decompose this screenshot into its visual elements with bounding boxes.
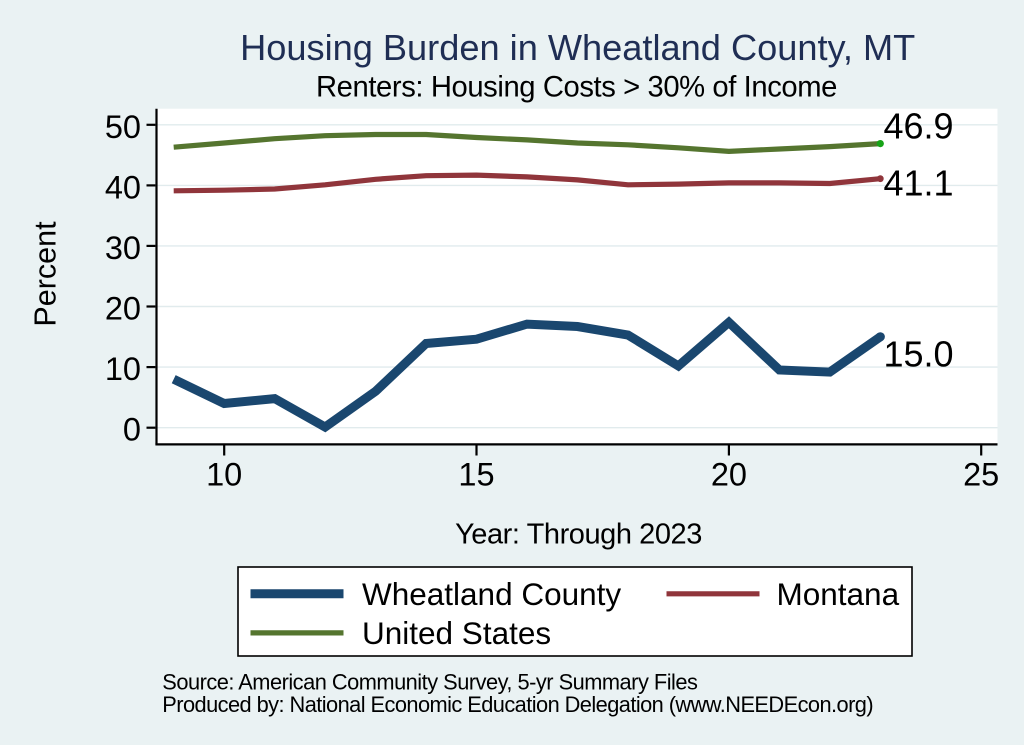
svg-text:Montana: Montana [777,576,900,612]
svg-text:Year: Through 2023: Year: Through 2023 [455,519,702,551]
svg-text:20: 20 [711,457,747,493]
svg-text:30: 30 [105,230,141,266]
svg-text:20: 20 [105,291,141,327]
svg-text:Produced by: National Economic: Produced by: National Economic Education… [162,692,873,717]
svg-text:46.9: 46.9 [884,105,954,146]
svg-text:0: 0 [123,412,141,448]
svg-text:Source: American Community Sur: Source: American Community Survey, 5-yr … [162,670,698,695]
svg-text:10: 10 [105,351,141,387]
svg-text:Renters: Housing Costs > 30% o: Renters: Housing Costs > 30% of Income [316,72,837,104]
svg-text:Housing Burden in Wheatland Co: Housing Burden in Wheatland County, MT [240,27,915,68]
svg-text:Percent: Percent [29,221,63,327]
svg-text:Wheatland County: Wheatland County [362,576,621,612]
svg-text:40: 40 [105,169,141,205]
svg-text:50: 50 [105,109,141,145]
svg-text:United States: United States [362,615,551,651]
svg-text:15: 15 [458,457,494,493]
svg-text:25: 25 [963,457,999,493]
svg-text:15.0: 15.0 [884,334,954,375]
svg-text:41.1: 41.1 [884,162,954,203]
svg-text:10: 10 [206,457,242,493]
